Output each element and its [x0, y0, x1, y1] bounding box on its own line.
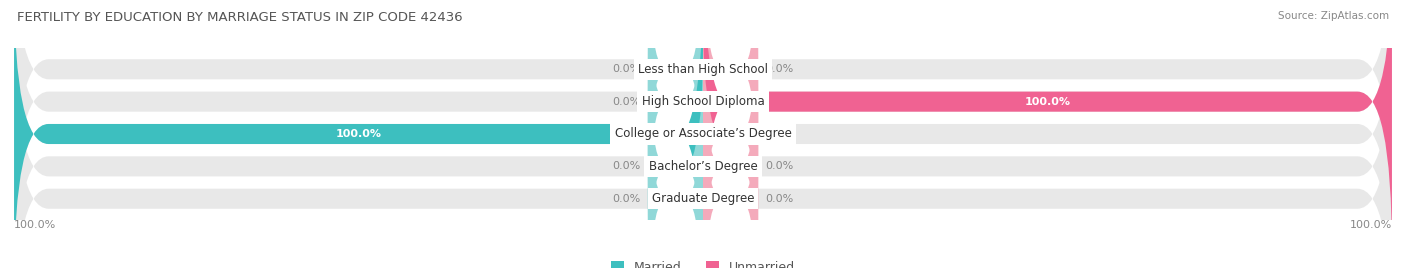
Text: 0.0%: 0.0%	[613, 64, 641, 74]
FancyBboxPatch shape	[648, 0, 703, 221]
Text: 100.0%: 100.0%	[1025, 97, 1070, 107]
Text: 100.0%: 100.0%	[14, 220, 56, 230]
Text: Source: ZipAtlas.com: Source: ZipAtlas.com	[1278, 11, 1389, 21]
Text: 0.0%: 0.0%	[613, 161, 641, 171]
FancyBboxPatch shape	[648, 79, 703, 268]
Text: 0.0%: 0.0%	[613, 97, 641, 107]
FancyBboxPatch shape	[14, 0, 1392, 254]
Text: Less than High School: Less than High School	[638, 63, 768, 76]
FancyBboxPatch shape	[14, 47, 1392, 268]
FancyBboxPatch shape	[14, 14, 1392, 268]
Text: 0.0%: 0.0%	[765, 64, 793, 74]
Text: 0.0%: 0.0%	[765, 194, 793, 204]
Text: Graduate Degree: Graduate Degree	[652, 192, 754, 205]
Text: 0.0%: 0.0%	[765, 161, 793, 171]
Text: 100.0%: 100.0%	[1350, 220, 1392, 230]
FancyBboxPatch shape	[648, 0, 703, 189]
Legend: Married, Unmarried: Married, Unmarried	[606, 256, 800, 268]
Text: FERTILITY BY EDUCATION BY MARRIAGE STATUS IN ZIP CODE 42436: FERTILITY BY EDUCATION BY MARRIAGE STATU…	[17, 11, 463, 24]
FancyBboxPatch shape	[703, 14, 758, 254]
FancyBboxPatch shape	[14, 0, 1392, 221]
Text: Bachelor’s Degree: Bachelor’s Degree	[648, 160, 758, 173]
FancyBboxPatch shape	[648, 47, 703, 268]
FancyBboxPatch shape	[703, 0, 758, 189]
Text: 0.0%: 0.0%	[613, 194, 641, 204]
Text: College or Associate’s Degree: College or Associate’s Degree	[614, 128, 792, 140]
FancyBboxPatch shape	[14, 0, 1392, 268]
Text: 0.0%: 0.0%	[765, 129, 793, 139]
FancyBboxPatch shape	[703, 47, 758, 268]
FancyBboxPatch shape	[14, 0, 703, 268]
FancyBboxPatch shape	[703, 0, 1392, 254]
Text: High School Diploma: High School Diploma	[641, 95, 765, 108]
FancyBboxPatch shape	[703, 79, 758, 268]
Text: 100.0%: 100.0%	[336, 129, 381, 139]
